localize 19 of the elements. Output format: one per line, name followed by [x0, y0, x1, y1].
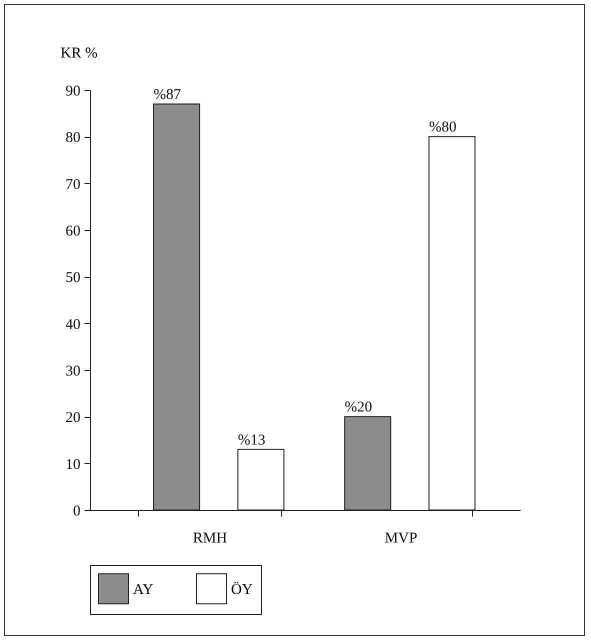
data-label: %87	[154, 87, 182, 103]
y-axis-title: KR %	[60, 46, 98, 62]
y-tick-label: 70	[66, 176, 80, 193]
legend-label: AY	[133, 582, 154, 598]
y-tick-label: 40	[66, 316, 80, 333]
y-tick-label: 50	[66, 270, 80, 286]
y-tick-label: 60	[66, 224, 80, 240]
y-tick-label: 80	[66, 130, 80, 146]
data-label: %20	[344, 400, 372, 416]
x-tick-label: MVP	[384, 530, 418, 546]
y-tick-label: 20	[66, 410, 80, 426]
data-label: %80	[428, 120, 456, 136]
y-tick-label: 10	[66, 456, 80, 473]
y-tick-label: 0	[73, 504, 80, 520]
y-tick-label: 90	[66, 84, 80, 100]
y-tick-label: 30	[66, 364, 80, 380]
x-tick-label: RMH	[192, 530, 228, 546]
data-label: %13	[238, 432, 266, 448]
legend-label: ÖY	[231, 580, 253, 598]
